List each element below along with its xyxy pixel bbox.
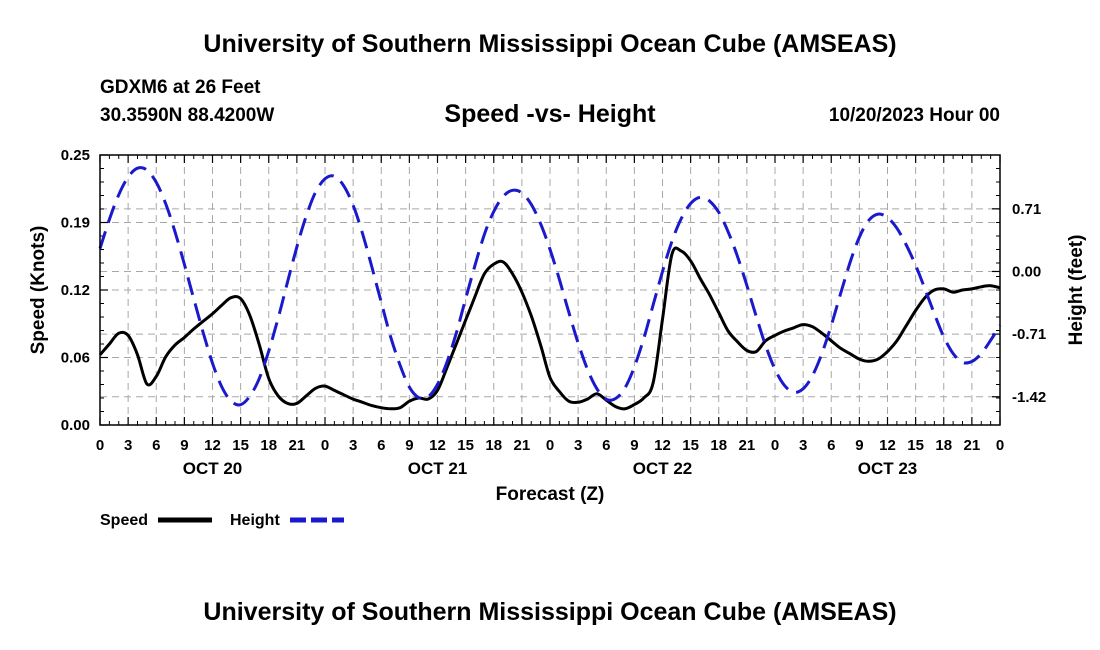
day-label: OCT 20	[183, 459, 243, 478]
x-tick-label: 3	[349, 437, 357, 454]
x-tick-label: 0	[546, 437, 554, 454]
station-label: GDXM6 at 26 Feet	[100, 77, 261, 98]
axis-labels: Forecast (Z) Speed (Knots) Height (feet)	[28, 226, 1087, 505]
day-label: OCT 22	[633, 459, 693, 478]
x-tick-label: 9	[180, 437, 188, 454]
x-axis-title: Forecast (Z)	[496, 484, 605, 505]
x-tick-label: 21	[739, 437, 756, 454]
x-tick-label: 9	[855, 437, 863, 454]
day-label: OCT 21	[408, 459, 468, 478]
x-tick-label: 21	[964, 437, 981, 454]
x-tick-label: 3	[124, 437, 132, 454]
axis-ticks: 0 3 6 9 12 15 18 21 0 3 6 9 12 15 18 21 0 3 6 9 12 15 18 21 0 3 6 9…	[61, 147, 1046, 478]
x-tick-label: 12	[654, 437, 671, 454]
y-tick-label: 0.00	[61, 417, 90, 434]
x-tick-label: 15	[457, 437, 474, 454]
y-tick-label: 0.06	[61, 350, 90, 367]
x-tick-label: 12	[204, 437, 221, 454]
y-tick-label: 0.19	[61, 215, 90, 232]
y-tick-label: 0.12	[61, 282, 90, 299]
x-tick-label: 0	[996, 437, 1004, 454]
x-tick-label: 6	[152, 437, 160, 454]
plot-frame	[99, 154, 1001, 426]
x-tick-label: 18	[485, 437, 502, 454]
x-tick-label: 0	[771, 437, 779, 454]
grid	[100, 155, 1000, 425]
legend-speed-label: Speed	[100, 512, 148, 529]
legend-height-label: Height	[230, 512, 280, 529]
y-tick-label: 0.25	[61, 147, 90, 164]
x-tick-label: 3	[799, 437, 807, 454]
day-label: OCT 23	[858, 459, 918, 478]
x-tick-label: 6	[377, 437, 385, 454]
x-tick-label: 21	[289, 437, 306, 454]
footer-title: University of Southern Mississippi Ocean…	[203, 598, 897, 626]
x-tick-label: 15	[907, 437, 924, 454]
x-tick-label: 18	[935, 437, 952, 454]
x-tick-label: 12	[429, 437, 446, 454]
x-tick-label: 3	[574, 437, 582, 454]
x-tick-label: 21	[514, 437, 531, 454]
x-tick-label: 15	[682, 437, 699, 454]
page-title: University of Southern Mississippi Ocean…	[203, 30, 897, 58]
chart-title: Speed -vs- Height	[444, 100, 656, 128]
x-tick-label: 0	[96, 437, 104, 454]
x-tick-label: 9	[630, 437, 638, 454]
legend: Speed Height	[100, 512, 344, 529]
x-tick-label: 18	[260, 437, 277, 454]
y2-tick-label: 0.71	[1012, 201, 1041, 218]
height-series-line	[98, 166, 1002, 407]
y2-tick-label: -1.42	[1012, 389, 1046, 406]
speed-height-chart: 0 3 6 9 12 15 18 21 0 3 6 9 12 15 18 21 0 3 6 9 12 15 18 21 0 3 6 9…	[28, 147, 1087, 529]
x-tick-label: 6	[602, 437, 610, 454]
x-tick-label: 12	[879, 437, 896, 454]
x-tick-label: 6	[827, 437, 835, 454]
coordinates-label: 30.3590N 88.4200W	[100, 105, 275, 126]
speed-series-line	[98, 246, 1001, 411]
y-axis-title: Speed (Knots)	[28, 226, 49, 355]
x-tick-label: 9	[405, 437, 413, 454]
x-tick-label: 0	[321, 437, 329, 454]
y2-tick-label: -0.71	[1012, 326, 1046, 343]
x-tick-label: 15	[232, 437, 249, 454]
series	[98, 166, 1002, 411]
forecast-date: 10/20/2023 Hour 00	[828, 105, 1000, 126]
x-tick-label: 18	[710, 437, 727, 454]
y2-tick-label: 0.00	[1012, 263, 1041, 280]
y2-axis-title: Height (feet)	[1066, 235, 1087, 346]
